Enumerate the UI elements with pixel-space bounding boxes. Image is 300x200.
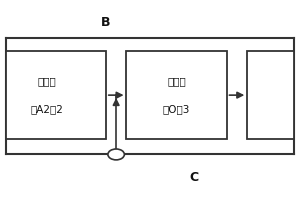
- Text: （A2）2: （A2）2: [31, 104, 63, 114]
- Text: （O）3: （O）3: [163, 104, 190, 114]
- Bar: [126, 51, 226, 139]
- Bar: [247, 51, 294, 139]
- Text: 好氧池: 好氧池: [167, 77, 186, 87]
- Text: 缺氧池: 缺氧池: [38, 77, 56, 87]
- Text: B: B: [101, 16, 111, 29]
- Bar: [6, 51, 106, 139]
- Circle shape: [108, 149, 124, 160]
- Text: C: C: [190, 171, 199, 184]
